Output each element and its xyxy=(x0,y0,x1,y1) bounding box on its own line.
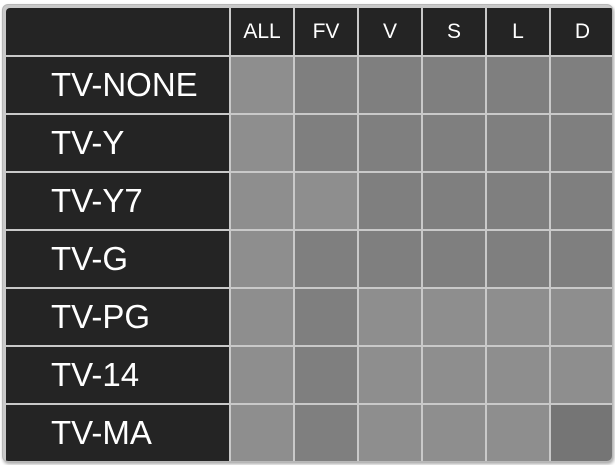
row-header-tv-y7[interactable]: TV-Y7 xyxy=(6,173,229,229)
rating-cell[interactable] xyxy=(551,115,612,171)
rating-cell[interactable] xyxy=(487,231,549,287)
rating-cell[interactable] xyxy=(487,405,549,461)
rating-cell[interactable] xyxy=(359,57,421,113)
rating-cell[interactable] xyxy=(231,57,293,113)
parental-rating-panel: ALL FV V S L D TV-NONE TV-Y TV-Y7 TV-G xyxy=(2,4,613,462)
rating-cell[interactable] xyxy=(231,347,293,403)
rating-cell[interactable] xyxy=(295,231,357,287)
rating-cell[interactable] xyxy=(423,173,485,229)
rating-cell[interactable] xyxy=(487,115,549,171)
rating-cell[interactable] xyxy=(551,231,612,287)
rating-cell[interactable] xyxy=(551,289,612,345)
rating-cell[interactable] xyxy=(359,115,421,171)
row-header-tv-g[interactable]: TV-G xyxy=(6,231,229,287)
row-header-tv-pg[interactable]: TV-PG xyxy=(6,289,229,345)
row-header-tv-y[interactable]: TV-Y xyxy=(6,115,229,171)
rating-cell[interactable] xyxy=(359,173,421,229)
row-header-tv-ma[interactable]: TV-MA xyxy=(6,405,229,461)
rating-cell[interactable] xyxy=(487,173,549,229)
rating-grid: ALL FV V S L D TV-NONE TV-Y TV-Y7 TV-G xyxy=(6,8,612,461)
column-header-fv[interactable]: FV xyxy=(295,8,357,55)
rating-cell[interactable] xyxy=(487,289,549,345)
rating-cell[interactable] xyxy=(231,231,293,287)
grid-corner xyxy=(6,8,229,55)
row-header-tv-14[interactable]: TV-14 xyxy=(6,347,229,403)
rating-cell[interactable] xyxy=(295,115,357,171)
rating-cell[interactable] xyxy=(295,57,357,113)
rating-cell[interactable] xyxy=(423,289,485,345)
rating-cell[interactable] xyxy=(423,231,485,287)
rating-cell[interactable] xyxy=(359,289,421,345)
rating-cell[interactable] xyxy=(487,57,549,113)
rating-cell[interactable] xyxy=(423,405,485,461)
rating-cell[interactable] xyxy=(423,57,485,113)
rating-cell[interactable] xyxy=(295,347,357,403)
column-header-d[interactable]: D xyxy=(551,8,612,55)
rating-cell[interactable] xyxy=(551,347,612,403)
rating-cell[interactable] xyxy=(359,231,421,287)
rating-cell[interactable] xyxy=(295,289,357,345)
rating-cell[interactable] xyxy=(359,347,421,403)
rating-cell[interactable] xyxy=(423,347,485,403)
column-header-l[interactable]: L xyxy=(487,8,549,55)
rating-cell[interactable] xyxy=(295,405,357,461)
rating-cell[interactable] xyxy=(551,173,612,229)
rating-cell[interactable] xyxy=(487,347,549,403)
column-header-s[interactable]: S xyxy=(423,8,485,55)
rating-cell[interactable] xyxy=(551,405,612,461)
rating-cell[interactable] xyxy=(231,405,293,461)
rating-cell[interactable] xyxy=(359,405,421,461)
column-header-all[interactable]: ALL xyxy=(231,8,293,55)
rating-cell[interactable] xyxy=(231,115,293,171)
rating-cell[interactable] xyxy=(423,115,485,171)
rating-cell[interactable] xyxy=(231,173,293,229)
row-header-tv-none[interactable]: TV-NONE xyxy=(6,57,229,113)
column-header-v[interactable]: V xyxy=(359,8,421,55)
rating-cell[interactable] xyxy=(551,57,612,113)
rating-cell[interactable] xyxy=(295,173,357,229)
rating-cell[interactable] xyxy=(231,289,293,345)
